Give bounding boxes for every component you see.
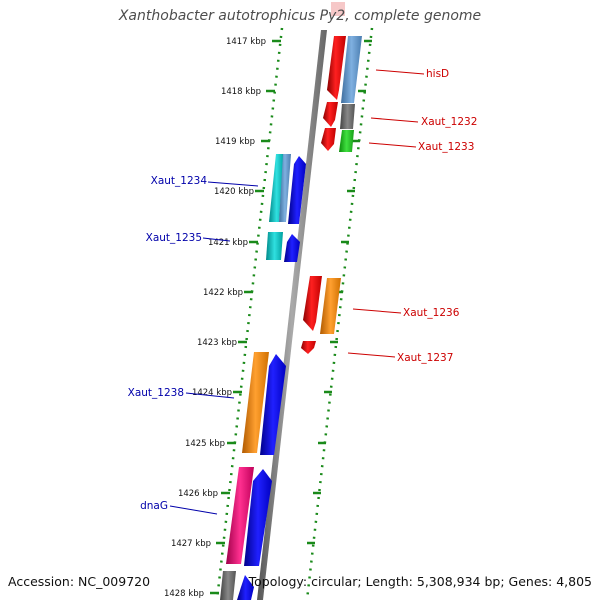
leader-dnaG (169, 505, 218, 515)
gene-hisD-operon-partner[interactable] (341, 36, 362, 103)
tick-label: 1418 kbp (221, 87, 261, 97)
gene-label-leaders (169, 69, 425, 515)
gene-partial-bottom-blue[interactable] (237, 575, 254, 600)
gene-label-xaut-1238[interactable]: Xaut_1238 (128, 387, 184, 399)
gene-xaut-1233-partner[interactable] (339, 130, 354, 152)
tick-label: 1421 kbp (208, 238, 248, 248)
leader-xaut-1233 (368, 142, 417, 148)
track-start-marker (331, 2, 345, 16)
tick-label: 1423 kbp (197, 338, 237, 348)
gene-label-dnaG[interactable]: dnaG (140, 500, 168, 512)
leader-hisD (375, 69, 425, 75)
gene-xaut-1238-partner[interactable] (260, 354, 286, 455)
tick-label: 1428 kbp (164, 589, 204, 599)
leader-xaut-1232 (370, 117, 419, 123)
gene-xaut-1234-band[interactable] (279, 154, 291, 222)
accession-text: Accession: NC_009720 (8, 574, 151, 589)
gene-label-xaut-1232[interactable]: Xaut_1232 (421, 116, 477, 128)
tick-label: 1419 kbp (215, 137, 255, 147)
gene-label-xaut-1234[interactable]: Xaut_1234 (151, 175, 208, 187)
gene-xaut-1234-partner[interactable] (288, 156, 306, 224)
gene-dnaG[interactable] (226, 467, 254, 564)
gene-xaut-1238[interactable] (242, 352, 269, 453)
leader-xaut-1235 (202, 237, 231, 242)
tick-label: 1427 kbp (171, 539, 211, 549)
tick-label: 1425 kbp (185, 439, 225, 449)
scale-tick-marks (210, 39, 281, 595)
gene-xaut-1232[interactable] (323, 102, 338, 127)
gene-hisD[interactable] (327, 36, 346, 100)
tick-label: 1420 kbp (214, 187, 254, 197)
tick-label: 1422 kbp (203, 288, 243, 298)
gene-xaut-1236[interactable] (303, 276, 322, 331)
gene-label-xaut-1237[interactable]: Xaut_1237 (397, 352, 453, 364)
tick-label: 1417 kbp (226, 37, 266, 47)
gene-label-xaut-1233[interactable]: Xaut_1233 (418, 141, 474, 153)
leader-xaut-1238 (185, 392, 235, 399)
gene-xaut-1232-partner[interactable] (340, 104, 355, 129)
map-title: Xanthobacter autotrophicus Py2, complete… (118, 8, 482, 24)
gene-xaut-1235[interactable] (266, 232, 283, 260)
gene-label-hisD[interactable]: hisD (426, 68, 449, 80)
gene-label-xaut-1236[interactable]: Xaut_1236 (403, 307, 460, 319)
scale-tick-labels: 1417 kbp 1418 kbp 1419 kbp 1420 kbp 1421… (164, 37, 266, 599)
tick-label: 1424 kbp (192, 388, 232, 398)
gene-xaut-1235-partner[interactable] (284, 234, 300, 262)
gene-labels: hisD Xaut_1232 Xaut_1233 Xaut_1234 Xaut_… (128, 68, 478, 512)
genome-summary-text: Topology: circular; Length: 5,308,934 bp… (248, 574, 592, 589)
gene-label-xaut-1235[interactable]: Xaut_1235 (146, 232, 202, 244)
leader-xaut-1237 (347, 352, 396, 358)
gene-xaut-1237[interactable] (301, 341, 316, 354)
tick-label: 1426 kbp (178, 489, 218, 499)
gene-xaut-1236-partner[interactable] (320, 278, 341, 334)
genome-backbone (257, 30, 327, 600)
leader-xaut-1236 (352, 308, 402, 314)
leader-xaut-1234 (207, 181, 259, 187)
gene-dnaG-partner[interactable] (244, 469, 272, 566)
gene-partial-bottom-gray[interactable] (220, 571, 236, 600)
gene-xaut-1233[interactable] (321, 128, 336, 151)
